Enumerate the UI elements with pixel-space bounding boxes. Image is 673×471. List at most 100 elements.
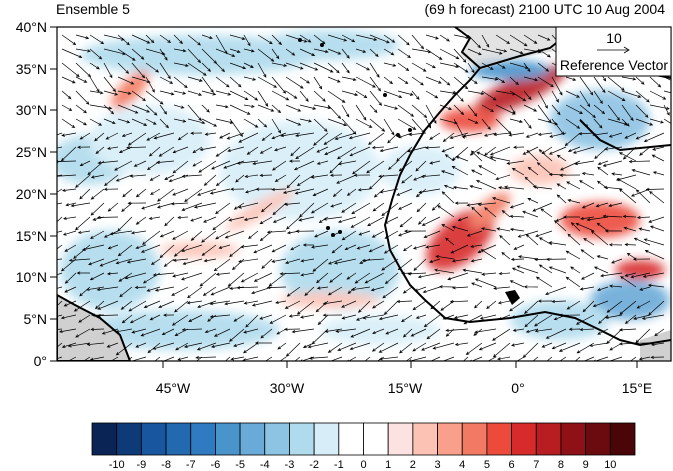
wind-arrow (324, 328, 343, 333)
wind-arrow (497, 300, 511, 305)
wind-arrow (145, 104, 158, 116)
wind-arrow (57, 272, 63, 276)
wind-arrow (526, 149, 539, 162)
wind-arrow (284, 202, 301, 206)
wind-arrow (611, 258, 623, 264)
colorbar-label: 3 (434, 459, 440, 471)
wind-arrow (145, 62, 160, 73)
wind-arrow (608, 202, 623, 208)
colorbar (91, 422, 636, 456)
wind-arrow (570, 222, 581, 232)
wind-arrow (616, 178, 637, 190)
wind-arrow (121, 132, 133, 137)
wind-arrow (525, 132, 539, 138)
wind-arrow (212, 216, 231, 231)
wind-arrow (90, 327, 105, 332)
wind-arrow (355, 34, 378, 41)
wind-arrow (652, 146, 665, 151)
wind-arrow (271, 34, 282, 46)
wind-arrow (441, 170, 455, 176)
wind-arrow (272, 202, 287, 216)
wind-arrow (204, 132, 217, 136)
wind-arrow (592, 300, 609, 308)
wind-arrow (480, 227, 497, 232)
wind-arrow (356, 244, 371, 250)
wind-arrow (434, 268, 455, 274)
wind-arrow (451, 258, 469, 263)
wind-arrow (229, 34, 246, 40)
wind-arrow (131, 118, 148, 126)
wind-arrow (302, 342, 315, 348)
wind-arrow (412, 244, 427, 250)
wind-arrow (103, 62, 113, 79)
reference-vector-box: 10 Reference Vector (555, 26, 672, 77)
wind-arrow (602, 160, 623, 167)
wind-arrow (493, 286, 511, 290)
wind-arrow (215, 104, 229, 109)
wind-arrow (492, 342, 511, 358)
wind-arrow (335, 328, 357, 333)
wind-arrow (414, 286, 427, 292)
wind-arrow (171, 314, 189, 326)
lat-label: 0° (34, 353, 47, 369)
wind-arrow (203, 216, 217, 223)
wind-arrow (581, 202, 595, 209)
wind-arrow (286, 286, 301, 297)
wind-arrow (358, 230, 371, 236)
wind-arrow (97, 300, 119, 310)
wind-arrow (445, 237, 455, 246)
wind-arrow (187, 62, 207, 76)
wind-arrow (495, 34, 511, 45)
wind-arrow (327, 286, 343, 296)
wind-arrow (397, 104, 415, 117)
wind-arrow (624, 272, 637, 277)
wind-arrow (593, 118, 603, 129)
wind-arrow (357, 188, 371, 192)
wind-arrow (654, 328, 665, 337)
wind-arrow (381, 258, 399, 271)
wind-arrow (369, 62, 380, 78)
wind-arrow (215, 146, 231, 157)
wind-arrow (90, 188, 105, 200)
wind-arrow (622, 214, 637, 219)
wind-arrow (651, 342, 665, 347)
wind-arrow (481, 104, 494, 112)
wind-arrow (159, 230, 175, 238)
wind-arrow (299, 48, 316, 56)
wind-arrow (329, 272, 343, 283)
lat-label: 5°N (24, 311, 48, 327)
wind-arrow (94, 132, 105, 142)
wind-arrow (643, 238, 665, 246)
wind-arrow (523, 285, 539, 289)
wind-arrow (259, 173, 273, 178)
wind-arrow (215, 230, 231, 240)
wind-arrow (383, 76, 394, 85)
wind-arrow (316, 146, 329, 153)
wind-arrow (509, 90, 527, 102)
wind-arrow (525, 233, 539, 246)
wind-arrow (274, 174, 287, 183)
wind-arrow (372, 202, 385, 212)
wind-arrow (271, 187, 287, 192)
wind-arrow (285, 104, 302, 112)
wind-arrow (271, 244, 287, 253)
wind-arrow (215, 62, 225, 73)
wind-arrow (135, 342, 147, 348)
wind-arrow (215, 202, 231, 215)
wind-arrow (369, 90, 383, 106)
wind-arrow (556, 183, 567, 190)
wind-arrow (630, 188, 651, 197)
wind-arrow (439, 62, 460, 69)
wind-arrow (257, 62, 267, 78)
wind-arrow (344, 244, 357, 251)
wind-arrow (369, 118, 386, 132)
wind-arrow (341, 34, 356, 43)
wind-arrow (649, 76, 662, 88)
wind-arrow (316, 286, 329, 290)
wind-arrow (651, 154, 665, 162)
wind-arrow (279, 272, 301, 276)
wind-arrow (412, 342, 427, 352)
wind-arrow (330, 202, 343, 208)
wind-arrow (401, 174, 413, 184)
wind-arrow (513, 244, 525, 250)
